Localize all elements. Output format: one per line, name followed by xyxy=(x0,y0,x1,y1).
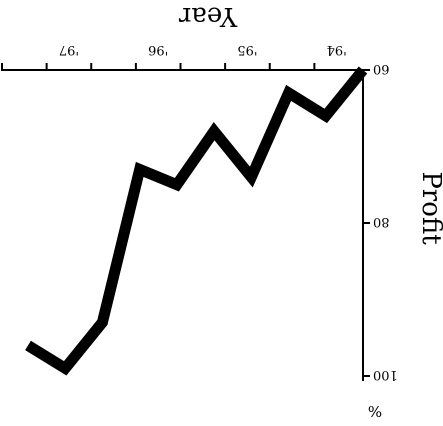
x-axis-title: Year xyxy=(178,1,238,31)
profit-series-line xyxy=(25,66,368,376)
y-tick-label: 100 xyxy=(373,367,398,382)
y-tick-label: 80 xyxy=(373,214,390,229)
x-tick-label: '96 xyxy=(148,42,168,57)
y-unit-label: % xyxy=(368,402,382,420)
ticks-layer: 60 80 100 '94 '95 '96 '97 xyxy=(1,42,398,382)
y-axis-title: Profit xyxy=(416,171,443,245)
y-tick-label: 60 xyxy=(373,61,390,76)
x-tick-label: '94 xyxy=(327,42,347,57)
x-tick-label: '97 xyxy=(59,42,79,57)
x-tick-label: '95 xyxy=(237,42,257,57)
